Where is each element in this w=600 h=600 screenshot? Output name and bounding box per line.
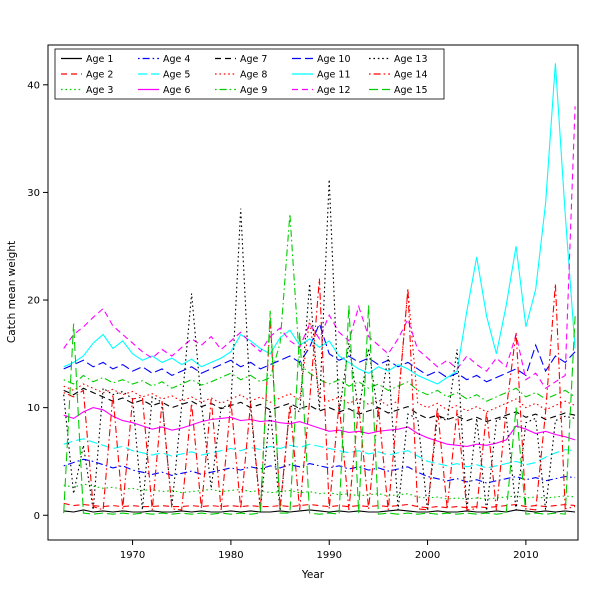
legend-label: Age 2 [86,70,113,81]
legend-label: Age 8 [240,70,267,81]
series-line-age-3 [63,483,576,500]
y-tick-label: 40 [27,80,40,91]
series-line-age-7 [63,387,576,423]
legend-label: Age 13 [394,54,427,65]
series-line-age-10 [63,322,576,383]
y-tick-label: 10 [27,403,40,414]
legend-label: Age 9 [240,85,267,96]
x-tick-label: 1980 [218,550,243,561]
legend-label: Age 11 [317,70,350,81]
x-tick-label: 1990 [316,550,341,561]
legend-label: Age 10 [317,54,350,65]
legend-label: Age 12 [317,85,350,96]
series-line-age-13 [63,179,576,511]
series-line-age-1 [63,509,576,513]
legend-label: Age 14 [394,70,427,81]
legend-label: Age 4 [163,54,190,65]
legend-label: Age 7 [240,54,267,65]
series-line-age-8 [63,289,576,413]
legend-label: Age 5 [163,70,190,81]
legend-label: Age 3 [86,85,113,96]
series-line-age-5 [63,438,576,469]
y-axis-label: Catch mean weight [6,241,18,343]
series-line-age-4 [63,458,576,484]
series-line-age-9 [63,213,576,402]
series-line-age-12 [63,106,576,390]
legend-label: Age 15 [394,85,427,96]
x-tick-label: 1970 [120,550,145,561]
series-line-age-15 [63,305,576,515]
y-tick-label: 0 [34,511,40,522]
x-axis-label: Year [301,569,325,581]
x-tick-label: 2000 [415,550,440,561]
legend-label: Age 1 [86,54,113,65]
series-line-age-6 [63,407,576,447]
series-line-age-14 [63,278,576,511]
series-line-age-11 [63,63,576,385]
series-line-age-2 [63,502,576,509]
y-tick-label: 30 [27,188,40,199]
y-tick-label: 20 [27,296,40,307]
legend-label: Age 6 [163,85,190,96]
x-tick-label: 2010 [513,550,538,561]
plot-box [47,44,579,541]
legend-box [54,48,445,100]
